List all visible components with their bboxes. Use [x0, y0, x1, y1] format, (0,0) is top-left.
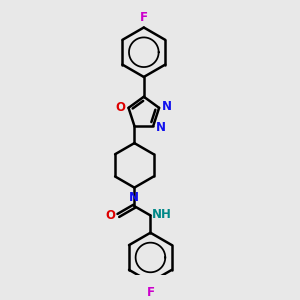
Text: N: N [156, 121, 166, 134]
Text: O: O [106, 209, 116, 222]
Text: F: F [140, 11, 148, 24]
Text: O: O [116, 101, 126, 114]
Text: N: N [162, 100, 172, 113]
Text: N: N [129, 190, 140, 204]
Text: NH: NH [152, 208, 172, 221]
Text: F: F [146, 286, 154, 299]
